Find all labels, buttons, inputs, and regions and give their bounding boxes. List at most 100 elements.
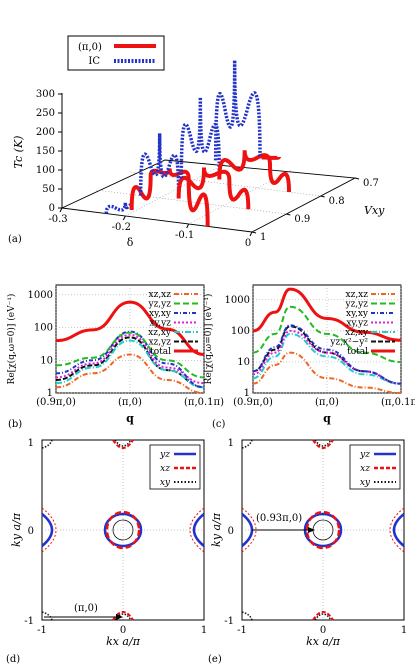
panel-d-label: (d): [6, 654, 20, 665]
plane-grid-line: [130, 171, 321, 197]
nesting-arrowhead-e: [308, 527, 315, 533]
fs-xz-left-d: [41, 507, 57, 553]
panel-b-label: (b): [8, 419, 22, 430]
fs-xy-top-d: [114, 439, 132, 447]
nesting-arrowhead-d: [116, 614, 123, 620]
y-tick-label: 1000: [28, 290, 53, 301]
fs-xz-right-e: [389, 507, 405, 553]
delta-tick-mark: [186, 223, 190, 229]
series-line: [252, 351, 402, 394]
fs-legend-e-yz: yz: [359, 450, 370, 460]
fs-xz-center-e: [305, 510, 341, 550]
z-tick-label: 0: [49, 203, 55, 214]
delta-tick-label: -0.3: [48, 214, 67, 225]
panel-d: (π,0) yz xz xy 1 0 -1 -1 0 1 kx a/π ky a…: [6, 438, 207, 665]
fs-ylabel-d: ky a/π: [10, 512, 23, 547]
z-tick-label: 200: [36, 127, 55, 138]
fs-xtick-right-d: 1: [201, 625, 207, 636]
fs-yz-right-d: [192, 512, 205, 548]
x-tick-label: (π,0): [315, 397, 339, 408]
ic-curve: [138, 133, 181, 199]
z-tick-label: 150: [36, 146, 55, 157]
fs-ylabel-e: ky a/π: [210, 512, 223, 547]
y-tick-label: 100: [231, 326, 250, 337]
fs-legend-e-xz: xz: [360, 464, 370, 474]
vxy-tick-mark: [251, 231, 257, 234]
delta-tick-label: 0: [245, 238, 251, 249]
z-axis-ticks: 0 50 100 150 200 250 300: [36, 89, 62, 214]
y-axis-label-b: Re[χ(q,ω=0)] (eV⁻¹): [6, 294, 17, 385]
y-tick-label: 100: [34, 323, 53, 334]
legend-a-label-1: IC: [88, 56, 100, 67]
vxy-tick-mark: [286, 213, 291, 216]
plane-grid-line: [96, 189, 287, 215]
fs-xy-corner-bl-d: [41, 611, 53, 621]
legend-label: total: [347, 347, 368, 357]
legend-label: yz,x²−y²: [329, 338, 368, 348]
legend-label: xz,xy: [148, 328, 172, 338]
legend-label: yz,yz: [147, 300, 171, 310]
fs-yz-center-d: [103, 512, 143, 548]
y-tick-label: 1: [244, 388, 250, 399]
grid-c: [252, 285, 402, 394]
z-axis-label: Tc (K): [12, 136, 25, 169]
delta-tick-mark: [59, 207, 63, 213]
delta-axis-ticks: -0.3 -0.2 -0.1 0: [48, 207, 253, 249]
fs-xy-bottom-d: [114, 613, 132, 621]
fs-xy-center-d: [112, 519, 134, 541]
panel-c-label: (c): [212, 419, 226, 430]
panel-a-label: (a): [8, 234, 22, 245]
legend-label: xy,yz: [149, 319, 171, 329]
y-tick-label: 10: [237, 357, 250, 368]
series-lines-b: [55, 300, 205, 394]
y-tick-label: 1: [47, 388, 53, 399]
fs-yz-left-d: [41, 512, 54, 548]
fs-xtick-left-e: -1: [237, 625, 247, 636]
x-axis-label-b: q: [126, 412, 134, 425]
x-tick-label: (π,0.1π): [184, 397, 224, 408]
x-tick-label: (π,0.1π): [381, 397, 415, 408]
fs-xtick-right-e: 1: [401, 625, 407, 636]
series-line: [55, 353, 205, 394]
nesting-arrow-label-d: (π,0): [74, 603, 98, 614]
legend-label: xz,xz: [149, 290, 172, 300]
fs-xtick-mid-d: 0: [120, 625, 126, 636]
fs-xz-bottom-e: [312, 611, 334, 621]
fs-xz-center-d: [105, 510, 141, 550]
series-line: [252, 287, 402, 342]
fs-xtick-mid-e: 0: [320, 625, 326, 636]
fs-xz-bottom-d: [112, 611, 134, 621]
y-ticks-b: 1 10 100 1000: [28, 290, 53, 399]
fs-ytick-bot-d: -1: [24, 616, 34, 627]
fs-yz-left-e: [241, 512, 254, 548]
vxy-axis-label: Vxy: [364, 204, 385, 217]
vxy-tick-label: 0.9: [294, 214, 310, 225]
nesting-arrow-label-e: (0.93π,0): [256, 513, 302, 524]
y-axis-label-c: Re[χ(q,ω=0)] (eV⁻¹): [203, 294, 214, 385]
pi0-curve: [258, 155, 281, 160]
z-tick-label: 250: [36, 108, 55, 119]
panel-b: 1 10 100 1000 (0.9π,0) (π,0) (π,0.1π) xz,xzyz…: [6, 284, 224, 430]
vxy-tick-label: 0.7: [363, 178, 379, 189]
y-tick-label: 1000: [225, 295, 250, 306]
vxy-tick-mark: [320, 195, 325, 198]
delta-axis-label: δ: [127, 236, 134, 249]
y-tick-label: 10: [40, 355, 53, 366]
fs-xy-bottom-e: [314, 613, 332, 621]
fs-legend-d-xz: xz: [160, 464, 170, 474]
series-line: [55, 330, 205, 389]
x-tick-label: (π,0): [118, 397, 142, 408]
fs-xy-top-e: [314, 439, 332, 447]
series-lines-c: [252, 287, 402, 394]
fs-xtick-left-d: -1: [37, 625, 47, 636]
fs-xy-corner-tl-d: [41, 439, 53, 449]
legend-label: xz,xz: [346, 290, 369, 300]
fs-xlabel-e: kx a/π: [306, 635, 341, 648]
fs-yz-right-e: [392, 512, 405, 548]
x-axis-label-c: q: [323, 412, 331, 425]
delta-tick-label: -0.2: [112, 222, 131, 233]
fs-legend-d-xy: xy: [160, 478, 171, 488]
